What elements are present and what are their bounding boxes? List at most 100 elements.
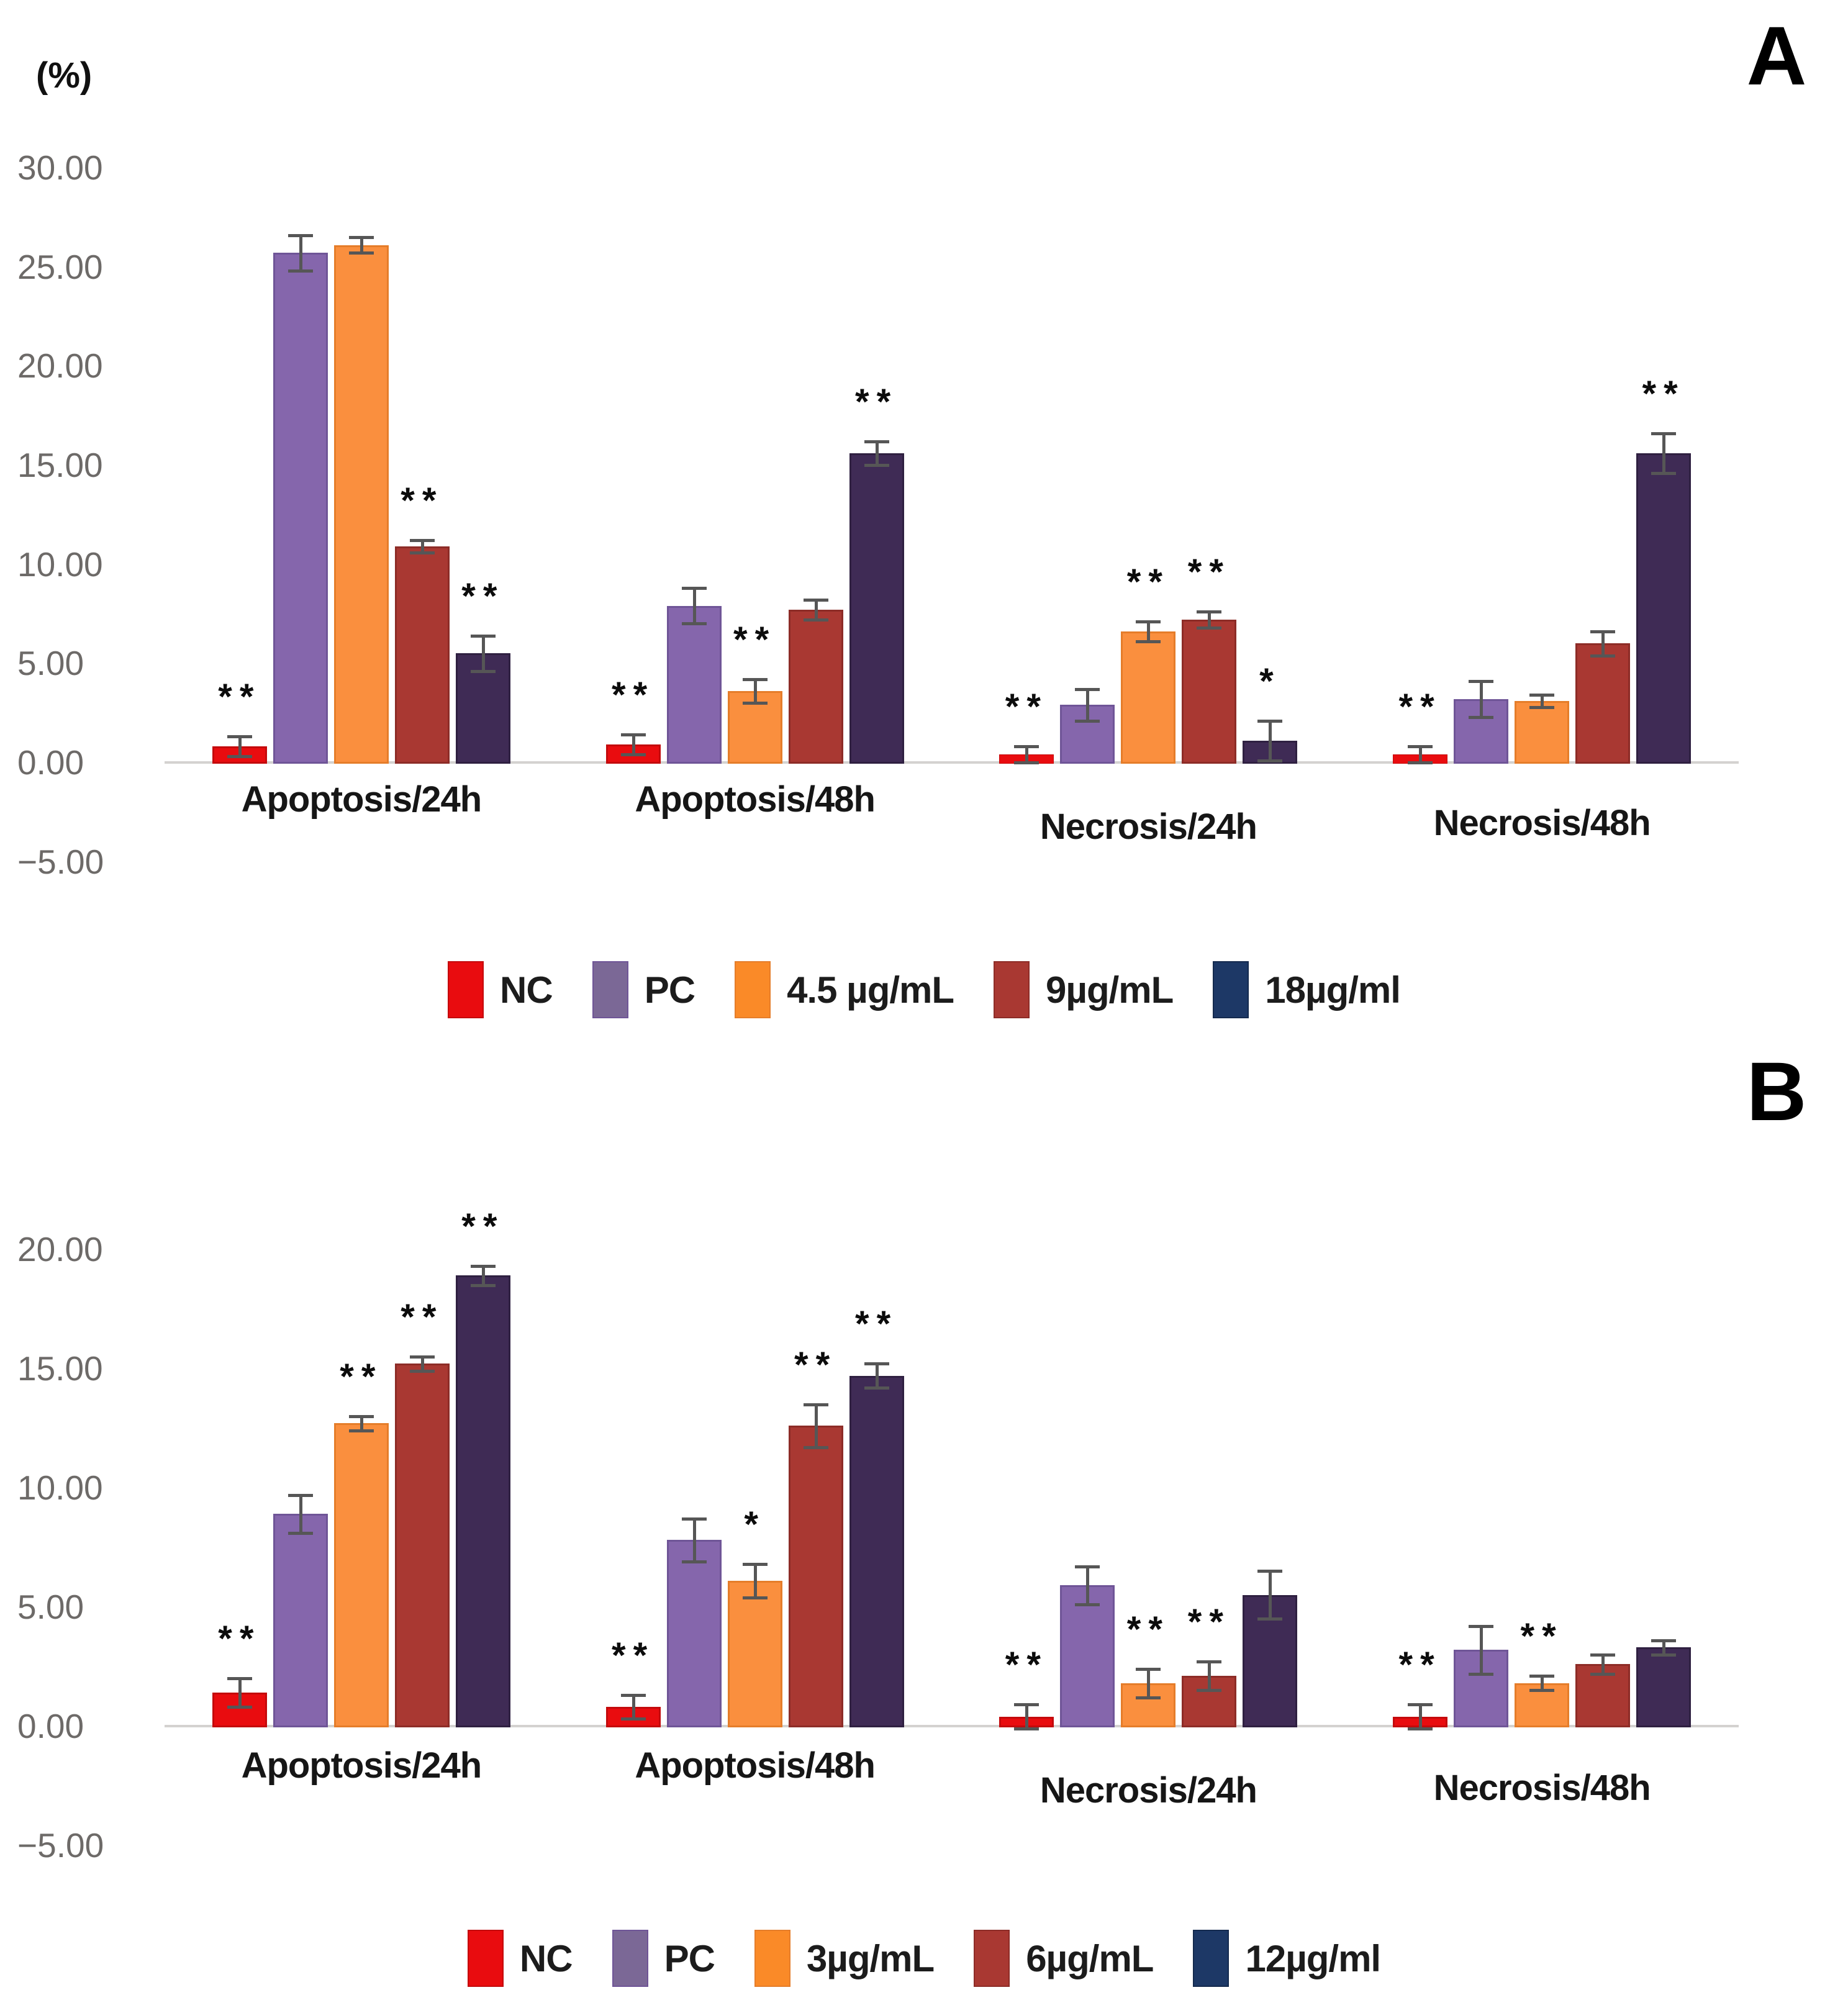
significance-marker: ** [1642, 373, 1685, 414]
x-category-label: Apoptosis/48h [635, 1745, 876, 1786]
error-bar-cap-top [288, 233, 313, 237]
bar-18-g-ml [849, 453, 904, 764]
legend-item: 3µg/mL [754, 1930, 935, 1987]
error-bar [1662, 1640, 1666, 1655]
error-bar-cap-top [1408, 745, 1433, 749]
error-bar-cap-top [1651, 432, 1677, 435]
x-category-label: Apoptosis/24h [241, 1745, 482, 1786]
significance-marker: ** [1187, 552, 1231, 593]
error-bar [360, 237, 363, 253]
error-bar-cap-bottom [288, 269, 313, 273]
legend-panel-b: NC PC 3µg/mL 6µg/mL 12µg/ml [0, 1930, 1848, 1987]
error-bar [1601, 631, 1605, 656]
error-bar-cap-bottom [1075, 719, 1100, 723]
significance-marker: ** [1398, 1645, 1442, 1686]
legend-label: 3µg/mL [806, 1937, 935, 1979]
error-bar-cap-top [803, 1403, 828, 1406]
error-bar-cap-top [1529, 1675, 1555, 1678]
x-category-label: Necrosis/48h [1433, 1768, 1651, 1808]
error-bar-cap-bottom [864, 464, 889, 468]
legend-item: NC [448, 961, 553, 1018]
significance-marker: ** [733, 619, 777, 660]
error-bar-cap-bottom [1014, 761, 1040, 764]
legend-swatch [448, 961, 484, 1018]
error-bar-cap-bottom [742, 1596, 768, 1599]
error-bar-cap-top [348, 1414, 374, 1418]
y-tick-label: 30.00 [17, 148, 103, 188]
y-axis-unit-label: (%) [36, 55, 93, 96]
error-bar-cap-top [1469, 680, 1494, 684]
error-bar-cap-top [1136, 620, 1161, 624]
error-bar-cap-top [620, 733, 646, 737]
bar-6-g-ml [1182, 1676, 1237, 1727]
error-bar-cap-top [1075, 687, 1100, 691]
significance-marker: * [1259, 661, 1281, 702]
error-bar-cap-bottom [409, 1369, 435, 1373]
legend-label: NC [519, 1937, 573, 1979]
significance-marker: ** [401, 1296, 444, 1337]
legend-item: PC [592, 961, 695, 1018]
error-bar [1269, 1571, 1272, 1619]
error-bar-cap-bottom [620, 1717, 646, 1721]
legend-item: 6µg/mL [974, 1930, 1154, 1987]
error-bar-cap-top [1408, 1703, 1433, 1707]
error-bar-cap-bottom [1408, 1727, 1433, 1730]
bar-18-g-ml [1636, 453, 1692, 764]
bar-pc [666, 605, 722, 764]
bar-12-g-ml [849, 1375, 904, 1727]
error-bar-cap-top [864, 1362, 889, 1366]
error-bar [1269, 720, 1272, 761]
error-bar [420, 540, 424, 553]
y-tick-label: 25.00 [17, 247, 103, 286]
legend-label: 12µg/ml [1245, 1937, 1381, 1979]
y-tick-label: 0.00 [17, 743, 84, 782]
bar-3-g-ml [333, 1423, 389, 1727]
significance-marker: ** [1005, 687, 1048, 728]
error-bar-cap-bottom [1529, 705, 1555, 709]
error-bar-cap-bottom [1469, 1672, 1494, 1676]
error-bar-cap-bottom [1469, 715, 1494, 719]
significance-marker: ** [461, 576, 505, 617]
bar-12-g-ml [1636, 1647, 1692, 1727]
error-bar-cap-bottom [1136, 640, 1161, 644]
error-bar [814, 600, 818, 620]
legend-swatch [994, 961, 1030, 1018]
error-bar-cap-top [470, 634, 496, 638]
bar-4-5-g-ml [1515, 701, 1570, 764]
bar-3-g-ml [727, 1580, 782, 1727]
significance-marker: ** [612, 1635, 655, 1676]
y-tick-label: 15.00 [17, 1349, 103, 1388]
significance-marker: ** [612, 675, 655, 716]
bar-6-g-ml [394, 1364, 450, 1727]
error-bar-cap-top [1136, 1667, 1161, 1671]
legend-swatch [612, 1930, 648, 1987]
legend-swatch [754, 1930, 790, 1987]
error-bar [1541, 1676, 1544, 1691]
legend-item: 18µg/ml [1213, 961, 1401, 1018]
panel-letter-b: B [1746, 1046, 1808, 1138]
legend-swatch [974, 1930, 1010, 1987]
error-bar-cap-top [1257, 1570, 1283, 1573]
error-bar-cap-top [864, 440, 889, 443]
error-bar-cap-bottom [1590, 654, 1616, 658]
error-bar [1086, 1566, 1090, 1605]
bar-pc [1454, 699, 1509, 764]
error-bar-cap-top [1469, 1624, 1494, 1628]
significance-marker: ** [218, 1619, 261, 1660]
error-bar-cap-top [1590, 630, 1616, 634]
error-bar-cap-top [1257, 719, 1283, 723]
error-bar-cap-top [742, 677, 768, 681]
error-bar-cap-bottom [620, 753, 646, 757]
error-bar-cap-bottom [1651, 471, 1677, 475]
bar-9-g-ml [394, 546, 450, 764]
legend-label: PC [664, 1937, 715, 1979]
error-bar-cap-bottom [348, 1429, 374, 1432]
error-bar-cap-bottom [1257, 1617, 1283, 1621]
error-bar-cap-bottom [803, 1445, 828, 1449]
error-bar [299, 1495, 302, 1533]
error-bar-cap-bottom [1075, 1603, 1100, 1607]
error-bar [481, 1265, 485, 1285]
error-bar-cap-bottom [1197, 626, 1222, 630]
legend-item: 9µg/mL [994, 961, 1174, 1018]
